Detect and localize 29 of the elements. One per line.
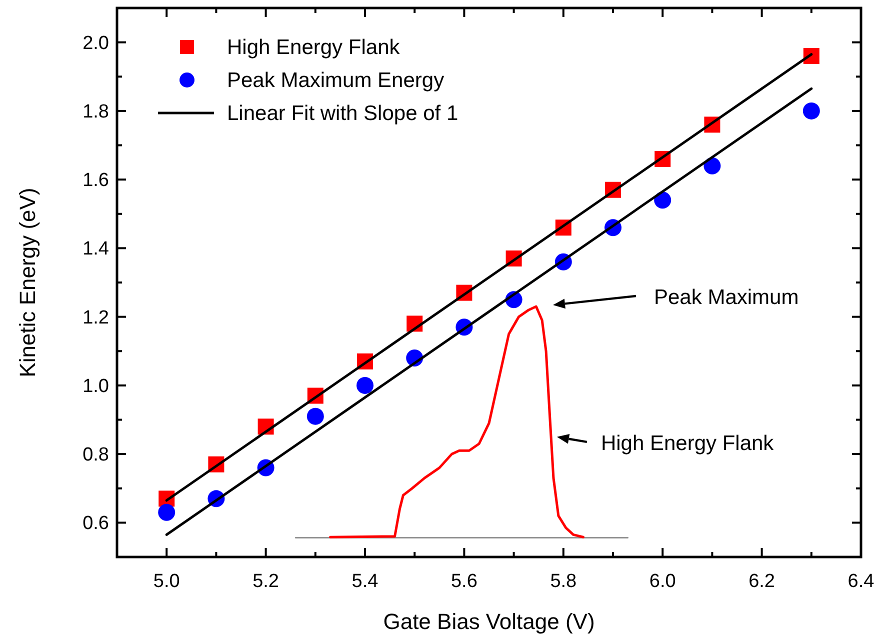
x-tick-label: 6.2 <box>748 571 776 592</box>
x-tick-label: 5.6 <box>450 571 478 592</box>
x-tick-label: 6.4 <box>848 571 875 592</box>
y-tick-label: 2.0 <box>82 32 109 54</box>
y-tick-label: 0.6 <box>82 513 109 534</box>
x-tick-label: 5.8 <box>550 571 577 592</box>
annotation: Peak Maximum <box>654 286 799 309</box>
point <box>158 504 176 521</box>
point <box>306 408 324 425</box>
x-tick-label: 5.2 <box>252 571 280 592</box>
x-tick-label: 6.0 <box>649 571 676 592</box>
line-series <box>329 305 584 538</box>
y-axis-title: Kinetic Energy (eV) <box>15 188 40 378</box>
point <box>802 102 820 120</box>
y-tick-label: 1.4 <box>82 238 110 260</box>
point <box>356 376 374 394</box>
y-tick-label: 0.8 <box>82 444 109 466</box>
y-tick-label: 1.6 <box>82 170 109 192</box>
annotation: High Energy Flank <box>600 432 774 455</box>
point <box>704 157 721 174</box>
legend-label: Linear Fit with Slope of 1 <box>227 102 458 125</box>
x-axis-title: Gate Bias Voltage (V) <box>383 609 595 634</box>
legend-label: Peak Maximum Energy <box>227 69 445 92</box>
y-tick-label: 1.8 <box>82 101 109 122</box>
y-tick-label: 1.2 <box>82 307 109 328</box>
x-tick-label: 5.4 <box>352 571 379 592</box>
legend-label: High Energy Flank <box>227 36 400 59</box>
x-tick-label: 5.0 <box>153 571 180 592</box>
y-tick-label: 1.0 <box>82 376 109 397</box>
